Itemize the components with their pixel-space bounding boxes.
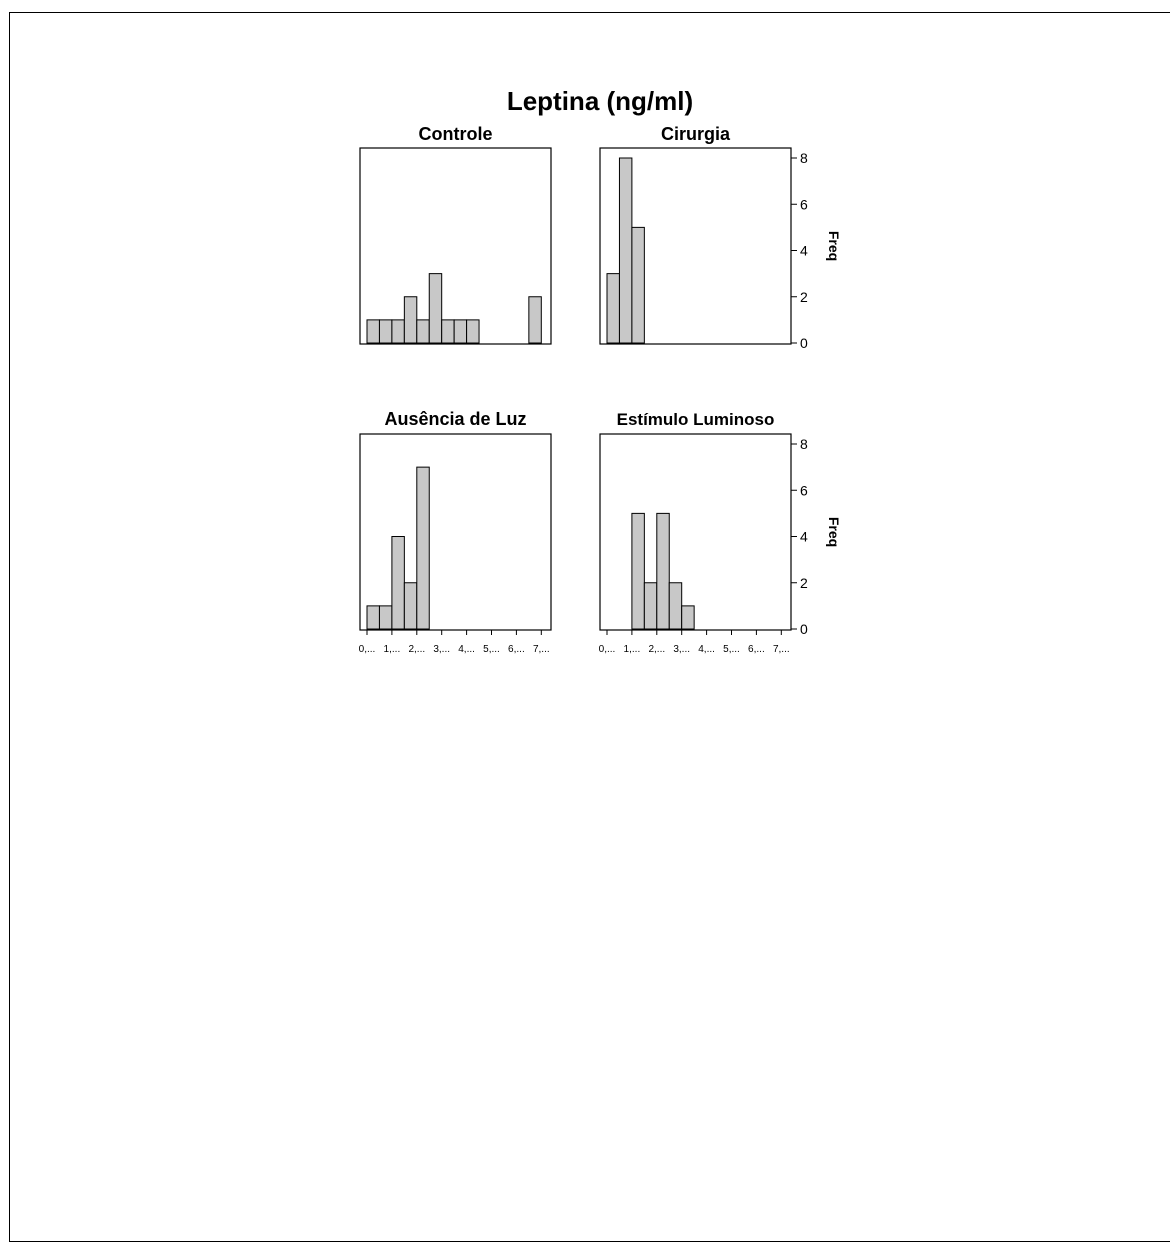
histogram-bar — [378, 319, 393, 344]
histogram-bar — [668, 582, 683, 630]
x-tick-label: 3,... — [433, 644, 450, 655]
y-tick-label: 6 — [800, 482, 808, 498]
histogram-bar — [643, 582, 658, 630]
y-tick-label: 4 — [800, 243, 808, 259]
x-tick-label: 6,... — [748, 644, 765, 655]
histogram-bar — [441, 319, 455, 344]
x-tick-label: 7,... — [773, 644, 790, 655]
histogram-bar — [606, 273, 620, 344]
y-axis-label: Freq — [826, 517, 842, 547]
histogram-bar — [416, 466, 430, 630]
x-tick-label: 0,... — [599, 644, 616, 655]
panel-frame — [599, 147, 792, 345]
figure-title: Leptina (ng/ml) — [507, 86, 693, 116]
histogram-bar — [681, 605, 695, 630]
histogram-bar — [453, 319, 468, 344]
y-tick-label: 2 — [800, 575, 808, 591]
histogram-bar — [366, 605, 380, 630]
y-tick-label: 0 — [800, 335, 808, 351]
y-axis-label: Freq — [826, 231, 842, 261]
x-tick-label: 6,... — [508, 644, 525, 655]
x-tick-label: 4,... — [698, 644, 715, 655]
x-tick-label: 5,... — [483, 644, 500, 655]
histogram-bar — [618, 157, 633, 344]
histogram-bar — [466, 319, 480, 344]
x-tick-label: 1,... — [624, 644, 641, 655]
x-tick-label: 2,... — [648, 644, 665, 655]
x-tick-label: 7,... — [533, 644, 550, 655]
histogram-bar — [378, 605, 393, 630]
panel-title: Cirurgia — [661, 124, 731, 144]
x-tick-label: 2,... — [408, 644, 425, 655]
x-tick-label: 4,... — [458, 644, 475, 655]
panel-frame — [359, 147, 552, 345]
histogram-bar — [528, 296, 542, 344]
y-tick-label: 2 — [800, 289, 808, 305]
histogram-bar — [428, 273, 443, 344]
panel-title: Ausência de Luz — [384, 409, 526, 429]
histogram-bar — [656, 512, 670, 630]
x-tick-label: 0,... — [359, 644, 376, 655]
histogram-bar — [391, 536, 405, 630]
y-tick-label: 8 — [800, 436, 808, 452]
y-tick-label: 8 — [800, 150, 808, 166]
panel-title: Estímulo Luminoso — [617, 410, 775, 429]
histogram-bar — [631, 512, 645, 630]
x-tick-label: 3,... — [673, 644, 690, 655]
panel-frame — [359, 433, 552, 631]
histogram-bar — [403, 296, 418, 344]
panel-title: Controle — [419, 124, 493, 144]
x-tick-label: 1,... — [384, 644, 401, 655]
panel-frame — [599, 433, 792, 631]
histogram-bar — [366, 319, 380, 344]
y-tick-label: 4 — [800, 529, 808, 545]
y-tick-label: 6 — [800, 196, 808, 212]
y-tick-label: 0 — [800, 621, 808, 637]
histogram-bar — [391, 319, 405, 344]
x-tick-label: 5,... — [723, 644, 740, 655]
histogram-bar — [416, 319, 430, 344]
histogram-bar — [631, 226, 645, 344]
histogram-bar — [403, 582, 418, 630]
